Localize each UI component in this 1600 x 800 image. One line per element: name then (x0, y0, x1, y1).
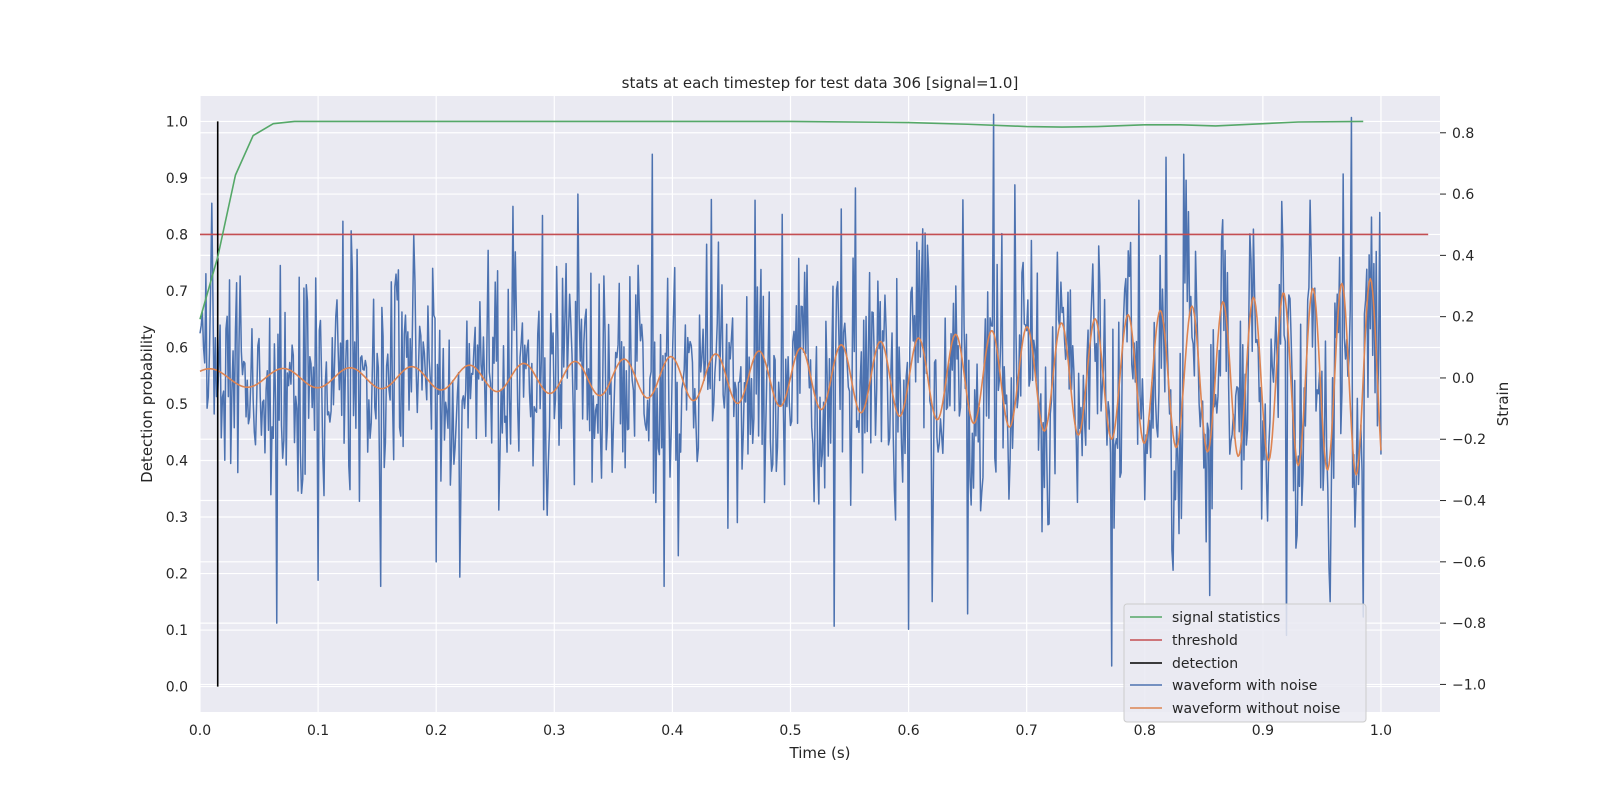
y-right-tick-label: −0.8 (1452, 616, 1486, 632)
series-waveform-with-noise (199, 113, 1382, 667)
x-tick-label: 0.5 (779, 723, 801, 739)
y-left-tick-label: 0.6 (166, 340, 188, 356)
y-right-tick-label: −0.2 (1452, 432, 1486, 448)
x-tick-label: 0.6 (897, 723, 919, 739)
y-left-tick-label: 0.1 (166, 623, 188, 639)
chart-title: stats at each timestep for test data 306… (622, 74, 1019, 92)
y-right-tick-label: 0.0 (1452, 371, 1474, 387)
y-right-tick-labels: −1.0 −0.8 −0.6 −0.4 −0.2 0.0 0.2 0.4 0.6 0.8 (1440, 126, 1486, 693)
x-tick-label: 0.2 (425, 723, 447, 739)
y-right-tick-label: 0.2 (1452, 310, 1474, 326)
y-right-tick-label: 0.4 (1452, 248, 1474, 264)
x-tick-labels: 0.0 0.1 0.2 0.3 0.4 0.5 0.6 0.7 0.8 0.9 1.0 (189, 723, 1392, 739)
legend-label-detection: detection (1172, 656, 1238, 672)
x-tick-label: 0.3 (543, 723, 565, 739)
series-signal-statistics (199, 120, 1364, 320)
y-left-tick-labels: 0.0 0.1 0.2 0.3 0.4 0.5 0.6 0.7 0.8 0.9 1.0 (166, 114, 188, 695)
x-tick-label: 0.0 (189, 723, 211, 739)
x-tick-label: 0.9 (1252, 723, 1274, 739)
series-waveform-without-noise (199, 277, 1382, 476)
y-left-tick-label: 0.7 (166, 284, 188, 300)
y-axis-label-right: Strain (1494, 382, 1512, 426)
y-right-tick-label: −1.0 (1452, 677, 1486, 693)
y-left-tick-label: 0.4 (166, 454, 188, 470)
x-tick-label: 1.0 (1370, 723, 1392, 739)
y-left-tick-label: 0.2 (166, 567, 188, 583)
y-right-tick-label: 0.6 (1452, 187, 1474, 203)
y-axis-label-left: Detection probability (138, 325, 156, 483)
x-tick-label: 0.4 (661, 723, 683, 739)
y-left-tick-label: 1.0 (166, 114, 188, 130)
legend-label-waveform-with-noise: waveform with noise (1172, 678, 1317, 694)
series-layer (199, 113, 1429, 687)
x-axis-label: Time (s) (789, 744, 851, 762)
y-left-tick-label: 0.3 (166, 510, 188, 526)
legend-label-signal-statistics: signal statistics (1172, 610, 1280, 626)
x-tick-label: 0.1 (307, 723, 329, 739)
x-tick-label: 0.8 (1134, 723, 1156, 739)
x-tick-label: 0.7 (1016, 723, 1038, 739)
y-left-tick-label: 0.0 (166, 680, 188, 696)
y-left-tick-label: 0.9 (166, 171, 188, 187)
y-left-tick-label: 0.8 (166, 227, 188, 243)
legend-label-waveform-without-noise: waveform without noise (1172, 701, 1340, 717)
legend-label-threshold: threshold (1172, 633, 1238, 649)
y-right-tick-label: −0.4 (1452, 494, 1486, 510)
y-right-tick-label: 0.8 (1452, 126, 1474, 142)
y-left-tick-label: 0.5 (166, 397, 188, 413)
legend: signal statistics threshold detection wa… (1123, 603, 1367, 723)
y-right-tick-label: −0.6 (1452, 555, 1486, 571)
legend-box (1123, 603, 1367, 723)
